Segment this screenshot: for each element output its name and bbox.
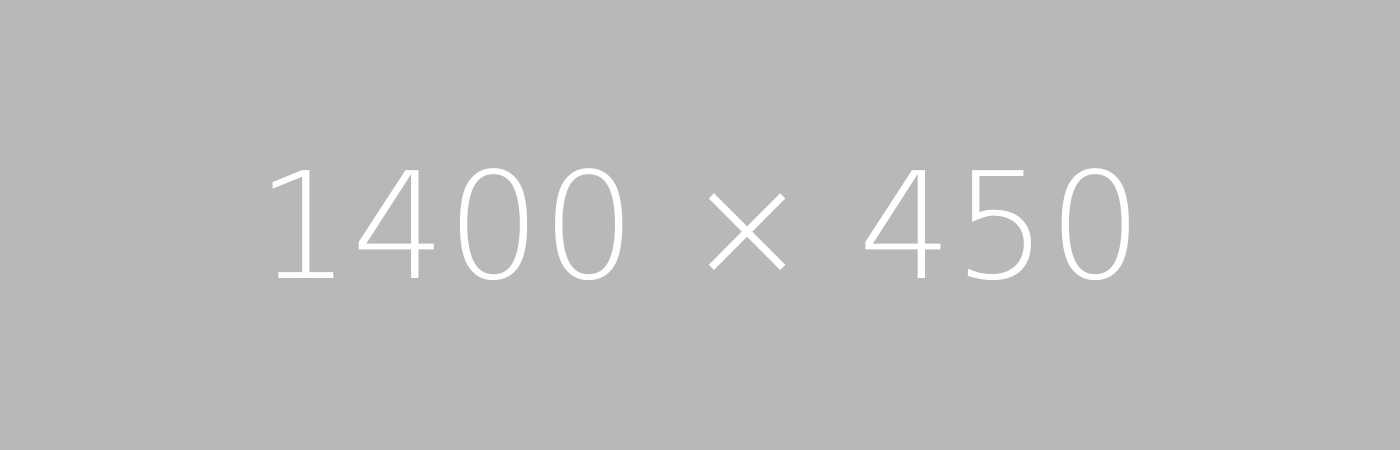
dimensions-label: 1400 × 450: [256, 141, 1144, 313]
